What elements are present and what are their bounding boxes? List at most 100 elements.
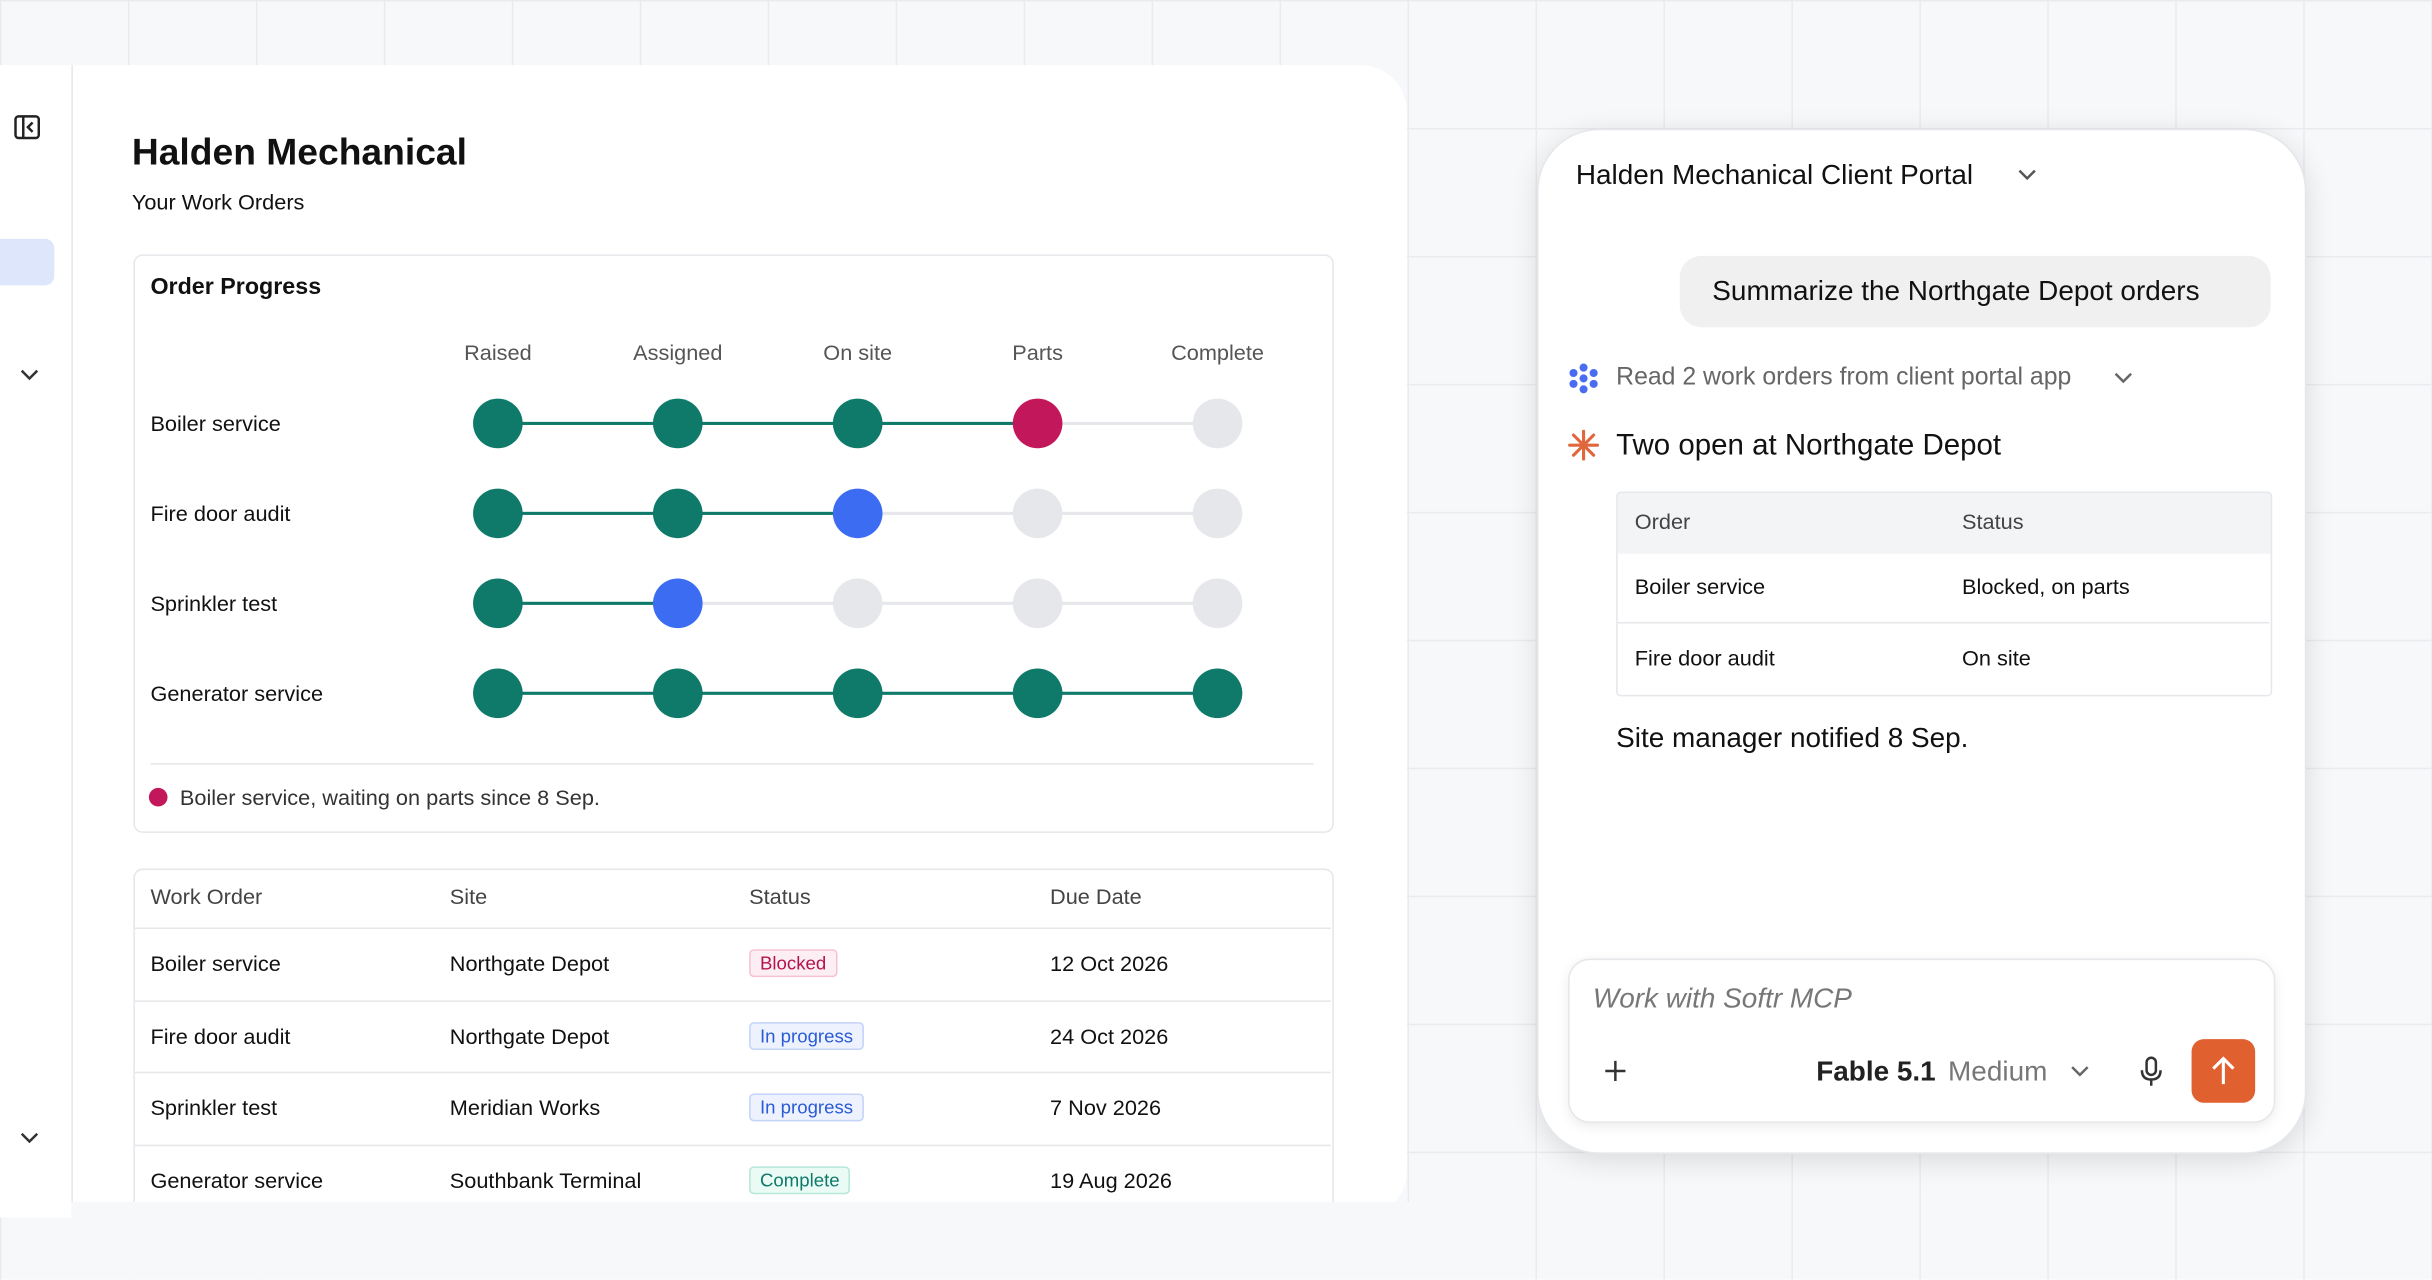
step-dot	[473, 668, 523, 719]
sidebar-divider	[71, 65, 73, 1203]
prompt-bubble	[1679, 255, 2271, 328]
cell: Northgate Depot	[449, 950, 610, 976]
connector	[1037, 601, 1218, 605]
model[interactable]: Fable 5.1	[1816, 1055, 1936, 1087]
status-badge: Blocked	[749, 949, 838, 978]
row-divider	[134, 999, 1331, 1002]
chevron[interactable]	[20, 1132, 39, 1144]
card-title: Order Progress	[150, 273, 322, 301]
step-dot	[473, 578, 523, 629]
cell: 7 Nov 2026	[1050, 1095, 1162, 1120]
connector	[677, 691, 858, 695]
placeholder[interactable]: Work with Softr MCP	[1592, 982, 1852, 1014]
connector	[857, 421, 1038, 425]
step-dot	[1192, 398, 1243, 449]
row-divider	[134, 1143, 1331, 1146]
step-dot	[1192, 668, 1243, 719]
step-dot	[1012, 578, 1063, 629]
clip	[71, 1202, 1437, 1280]
step-dot	[1192, 488, 1243, 539]
connector	[857, 691, 1038, 695]
table-header	[1617, 493, 2271, 554]
row-divider	[1617, 621, 2270, 624]
cell: 24 Oct 2026	[1050, 1022, 1169, 1048]
title: Halden Mechanical	[131, 131, 467, 174]
column-header: Status	[749, 884, 811, 909]
subtitle: Your Work Orders	[131, 189, 305, 215]
step-dot	[1012, 668, 1063, 719]
cell: Fire door audit	[1634, 645, 1775, 671]
divider	[150, 763, 1314, 765]
column-header: Site	[449, 884, 488, 909]
prompt: Summarize the Northgate Depot orders	[1712, 275, 2200, 307]
chevron[interactable]	[2114, 372, 2133, 384]
stage-label: Parts	[1012, 339, 1063, 365]
connector	[497, 421, 678, 425]
step-dot	[652, 398, 703, 449]
chevron[interactable]	[2018, 169, 2037, 181]
effort[interactable]: Medium	[1948, 1055, 2048, 1087]
step-dot	[652, 578, 703, 629]
stage-label: Complete	[1171, 339, 1265, 365]
input-box[interactable]	[1568, 958, 2276, 1123]
collapse-icon[interactable]	[14, 115, 41, 140]
send-icon	[2212, 1056, 2235, 1085]
cell: Boiler service	[150, 950, 281, 976]
stage-label: Raised	[464, 339, 532, 365]
cell: Northgate Depot	[449, 1022, 610, 1048]
row-divider	[134, 1071, 1331, 1074]
step-dot	[473, 488, 523, 539]
tool-call[interactable]: Read 2 work orders from client portal ap…	[1616, 364, 2072, 391]
row-divider	[134, 927, 1331, 930]
cell: Generator service	[150, 1167, 324, 1192]
step-dot	[832, 398, 883, 449]
step-dot	[652, 488, 703, 539]
connector	[497, 601, 678, 605]
cell: Fire door audit	[150, 1022, 291, 1048]
row-label: Sprinkler test	[150, 590, 278, 616]
connector	[497, 691, 678, 695]
connector	[1037, 511, 1218, 515]
add-button[interactable]	[1604, 1059, 1627, 1082]
step-dot	[832, 488, 883, 539]
tool-icon	[1569, 363, 1598, 394]
cell: 12 Oct 2026	[1050, 950, 1169, 976]
connector	[857, 511, 1038, 515]
note: Boiler service, waiting on parts since 8…	[179, 784, 600, 810]
send-button[interactable]	[2191, 1039, 2256, 1103]
connector	[497, 511, 678, 515]
cell: Meridian Works	[449, 1095, 601, 1120]
status-badge: Complete	[749, 1165, 851, 1194]
assistant-icon	[1568, 429, 1600, 461]
cell: On site	[1962, 645, 2031, 671]
connector	[677, 601, 858, 605]
column-header: Due Date	[1050, 884, 1142, 909]
row-label: Boiler service	[150, 411, 281, 436]
mic-button[interactable]	[2140, 1056, 2162, 1087]
cell: Sprinkler test	[150, 1095, 278, 1120]
chevron[interactable]	[2071, 1066, 2090, 1078]
footer: Site manager notified 8 Sep.	[1616, 721, 1969, 754]
step-dot	[1192, 578, 1243, 629]
connector	[857, 601, 1038, 605]
step-dot	[1012, 488, 1063, 539]
summary-table	[1616, 491, 2273, 697]
chevron[interactable]	[20, 369, 39, 381]
portal-title[interactable]: Halden Mechanical Client Portal	[1575, 158, 1974, 190]
column-header: Status	[1962, 508, 2024, 534]
legend-dot	[148, 787, 168, 807]
cell: 19 Aug 2026	[1050, 1167, 1172, 1192]
row-label: Generator service	[150, 680, 324, 706]
nav-active[interactable]	[0, 238, 55, 286]
step-dot	[652, 668, 703, 719]
step-dot	[832, 578, 883, 629]
connector	[677, 511, 858, 515]
step-dot	[473, 398, 523, 449]
cell: Boiler service	[1634, 573, 1766, 599]
stage-label: On site	[823, 339, 893, 365]
step-dot	[832, 668, 883, 719]
column-header: Order	[1634, 508, 1691, 534]
connector	[1037, 421, 1218, 425]
